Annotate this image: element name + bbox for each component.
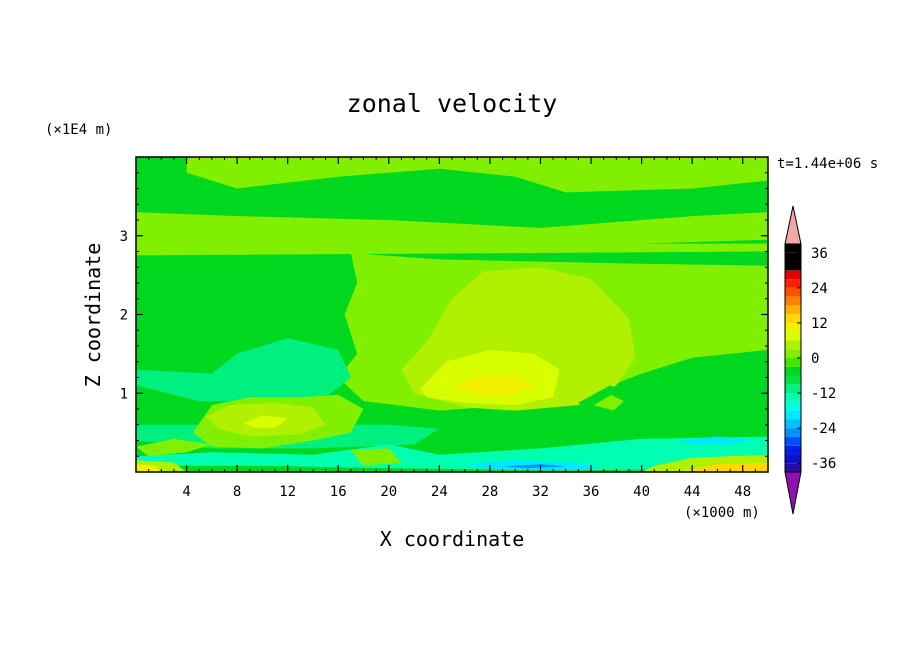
contour-region-16 [243,415,288,428]
contour-region-1 [186,157,768,193]
colorbar-extend-low [784,471,802,515]
contour-region-20 [679,436,756,445]
colorbar-band [785,279,801,288]
contour-region-3 [136,243,768,256]
colorbar-band [785,331,801,341]
colorbar-band [785,296,801,306]
colorbar-band [785,454,801,464]
colorbar-band [785,445,801,455]
colorbar-band [785,366,801,376]
colorbar-tick-label: -36 [811,456,836,472]
x-tick-label: 12 [279,484,296,500]
x-tick-label: 28 [481,484,498,500]
colorbar-band [785,436,801,446]
contour-region-12 [136,436,768,471]
x-tick-label: 36 [583,484,600,500]
y-tick-label: 1 [120,386,128,402]
chart-title: zonal velocity [347,89,558,118]
y-tick-label: 2 [120,308,128,324]
colorbar-tick-label: 12 [811,316,828,332]
colorbar-tick-label: 0 [811,351,819,367]
x-axis-ticks: 4 8 12 16 20 24 28 32 36 40 44 48 [148,157,756,500]
colorbar-band [785,375,801,385]
colorbar-tick-label: -24 [811,421,836,437]
contour-region-9 [593,394,624,411]
contour-regions [136,157,768,472]
contour-region-19 [502,464,566,469]
colorbar-band [785,428,801,437]
colorbar-band [785,261,801,271]
x-tick-label: 4 [182,484,190,500]
colorbar-band [785,305,801,315]
colorbar-band [785,270,801,280]
time-label: t=1.44e+06 s [777,156,878,172]
colorbar-tick-label: 24 [811,281,828,297]
colorbar-band [785,314,801,323]
x-tick-label: 24 [431,484,448,500]
y-unit-label: (×1E4 m) [45,122,112,138]
x-axis-label: X coordinate [380,527,525,551]
x-tick-label: 8 [233,484,241,500]
colorbar-band [785,349,801,358]
colorbar-tick-label: 36 [811,246,828,262]
contour-region-13 [136,438,212,457]
y-tick-label: 3 [120,229,128,245]
colorbar-band [785,287,801,297]
colorbar: -36 -24 -12 0 12 24 36 [784,205,836,515]
x-tick-label: 16 [330,484,347,500]
colorbar-band [785,244,801,253]
x-tick-label: 40 [633,484,650,500]
colorbar-band [785,252,801,262]
colorbar-extend-high [784,205,802,245]
x-tick-label: 44 [684,484,701,500]
contour-region-22 [136,464,162,472]
colorbar-band [785,410,801,420]
colorbar-band [785,384,801,394]
contour-region-24 [679,462,768,472]
colorbar-band [785,322,801,332]
x-tick-label: 32 [532,484,549,500]
colorbar-band [785,401,801,411]
colorbar-band [785,358,801,367]
y-axis-label: Z coordinate [81,243,105,388]
x-tick-label: 48 [734,484,751,500]
contour-region-17 [350,448,402,466]
x-tick-label: 20 [380,484,397,500]
contour-region-7 [452,375,535,395]
colorbar-band [785,340,801,350]
colorbar-band [785,393,801,402]
y-axis-ticks: 1 2 3 [120,172,768,457]
colorbar-band [785,419,801,429]
contour-region-2 [136,212,768,248]
colorbar-band [785,463,801,472]
contour-region-10 [136,338,351,402]
x-unit-label: (×1000 m) [684,505,760,521]
colorbar-tick-label: -12 [811,386,836,402]
